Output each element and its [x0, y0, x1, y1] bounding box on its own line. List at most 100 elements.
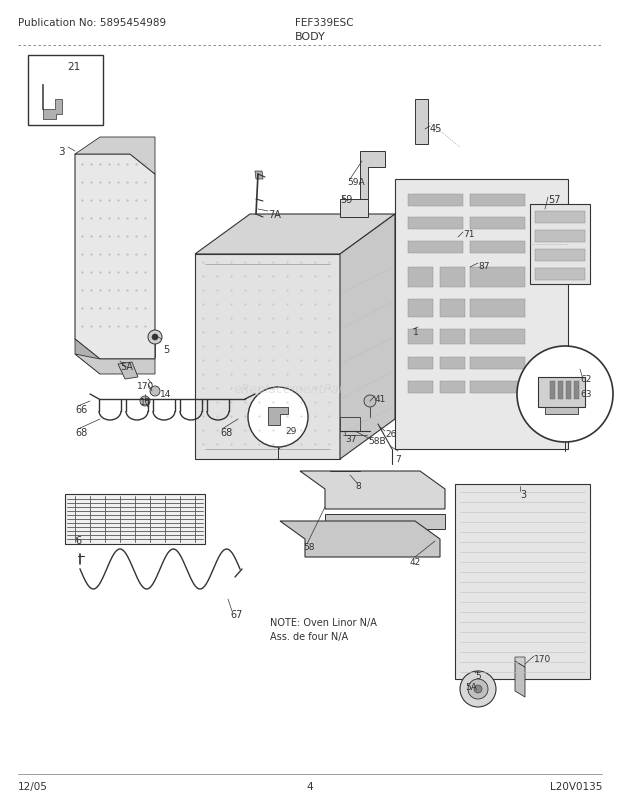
Polygon shape — [515, 661, 525, 697]
Polygon shape — [515, 657, 525, 667]
Bar — [440, 300, 465, 318]
Text: 12/05: 12/05 — [18, 781, 48, 791]
Text: 8: 8 — [355, 481, 361, 490]
Bar — [408, 241, 463, 253]
Bar — [408, 268, 433, 288]
Polygon shape — [280, 521, 440, 557]
Text: 5: 5 — [163, 345, 169, 354]
Bar — [470, 382, 525, 394]
Text: 5: 5 — [475, 671, 480, 680]
Text: 3: 3 — [520, 489, 526, 500]
Polygon shape — [75, 354, 155, 375]
Text: 4: 4 — [307, 781, 313, 791]
Text: eReplacementParts.com: eReplacementParts.com — [234, 383, 386, 396]
Text: 6: 6 — [75, 535, 81, 545]
Circle shape — [140, 396, 150, 407]
Text: 170: 170 — [137, 382, 154, 391]
Text: 59: 59 — [340, 195, 352, 205]
Bar — [470, 300, 525, 318]
Polygon shape — [75, 155, 155, 359]
Text: 29: 29 — [285, 427, 296, 435]
Text: 59A: 59A — [347, 178, 365, 187]
Polygon shape — [340, 418, 360, 431]
Text: Publication No: 5895454989: Publication No: 5895454989 — [18, 18, 166, 28]
Bar — [408, 382, 433, 394]
Polygon shape — [360, 152, 385, 200]
Bar — [440, 330, 465, 345]
Circle shape — [152, 334, 158, 341]
Polygon shape — [545, 407, 578, 415]
Bar — [535, 231, 585, 243]
Bar — [535, 249, 585, 261]
Polygon shape — [255, 172, 263, 180]
Text: 66: 66 — [75, 404, 87, 415]
Bar — [440, 382, 465, 394]
Bar — [28, 56, 103, 126]
Bar — [470, 268, 525, 288]
Text: 67: 67 — [230, 610, 242, 619]
Text: 58B: 58B — [368, 436, 386, 445]
Text: FEF339ESC: FEF339ESC — [295, 18, 353, 28]
Text: 37: 37 — [345, 435, 356, 444]
Text: 71: 71 — [463, 229, 474, 239]
Polygon shape — [118, 363, 138, 379]
Text: Ass. de four N/A: Ass. de four N/A — [270, 631, 348, 642]
Bar — [550, 382, 555, 399]
Circle shape — [248, 387, 308, 448]
Text: 45: 45 — [430, 124, 443, 134]
Text: L20V0135: L20V0135 — [549, 781, 602, 791]
Polygon shape — [268, 407, 288, 426]
Circle shape — [148, 330, 162, 345]
Bar — [558, 382, 563, 399]
Text: 5A: 5A — [465, 683, 477, 691]
Text: 57: 57 — [548, 195, 560, 205]
Bar — [470, 358, 525, 370]
Text: 58: 58 — [303, 542, 314, 551]
Text: 26: 26 — [385, 429, 396, 439]
Text: 87: 87 — [478, 261, 490, 270]
Bar — [470, 241, 525, 253]
Bar — [535, 212, 585, 224]
Circle shape — [364, 395, 376, 407]
Bar — [470, 195, 525, 207]
Bar — [408, 195, 463, 207]
Polygon shape — [65, 494, 205, 545]
Circle shape — [150, 387, 160, 396]
Text: 63: 63 — [580, 390, 591, 399]
Polygon shape — [340, 200, 368, 217]
Polygon shape — [530, 205, 590, 285]
Text: 7A: 7A — [268, 210, 281, 220]
Text: 21: 21 — [68, 62, 81, 72]
Polygon shape — [325, 514, 445, 529]
Text: 15: 15 — [140, 398, 151, 407]
Bar — [470, 330, 525, 345]
Text: 42: 42 — [410, 557, 421, 566]
Polygon shape — [75, 339, 100, 375]
Bar — [535, 269, 585, 281]
Text: 68: 68 — [75, 427, 87, 437]
Polygon shape — [415, 100, 428, 145]
Polygon shape — [195, 255, 340, 460]
Polygon shape — [340, 215, 395, 460]
Polygon shape — [300, 472, 445, 509]
Bar — [440, 268, 465, 288]
Text: BODY: BODY — [294, 32, 326, 42]
Bar — [574, 382, 579, 399]
Polygon shape — [395, 180, 568, 449]
Text: NOTE: Oven Linor N/A: NOTE: Oven Linor N/A — [270, 618, 377, 627]
Circle shape — [517, 346, 613, 443]
Bar — [408, 330, 433, 345]
Bar — [408, 300, 433, 318]
Circle shape — [474, 685, 482, 693]
Text: 14: 14 — [160, 390, 171, 399]
Bar — [440, 358, 465, 370]
Circle shape — [460, 671, 496, 707]
Text: 1: 1 — [413, 327, 418, 337]
Text: 7: 7 — [395, 455, 401, 464]
Polygon shape — [195, 215, 395, 255]
Bar — [408, 358, 433, 370]
Bar — [566, 382, 571, 399]
Text: 68: 68 — [220, 427, 232, 437]
Polygon shape — [42, 85, 62, 119]
Text: 5A: 5A — [120, 362, 133, 371]
